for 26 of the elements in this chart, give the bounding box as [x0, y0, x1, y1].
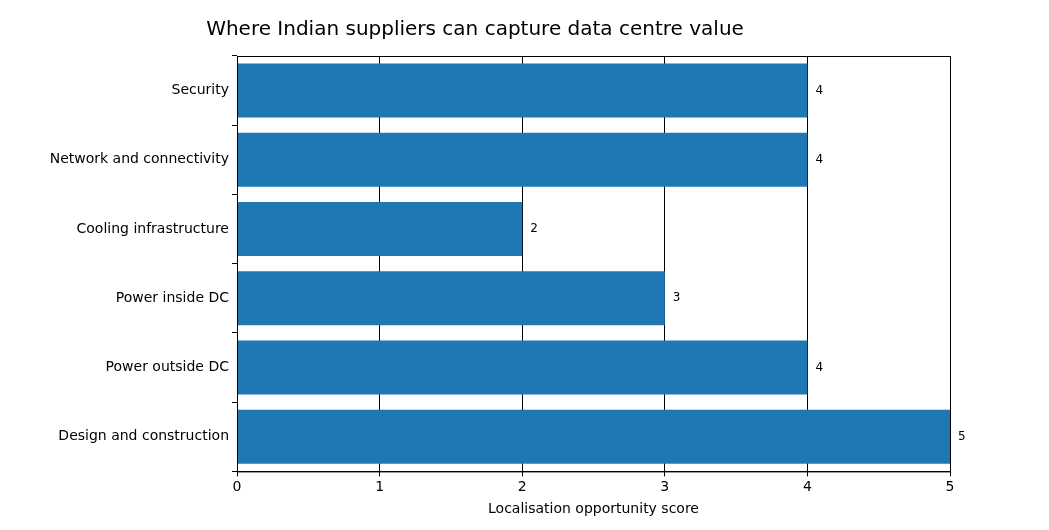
chart-title: Where Indian suppliers can capture data centre value — [206, 16, 744, 41]
bar — [237, 202, 523, 257]
data-label: 4 — [815, 82, 824, 97]
data-label: 4 — [815, 151, 824, 166]
x-tick-label: 5 — [945, 478, 955, 495]
data-label: 2 — [530, 221, 538, 236]
x-tick-label: 3 — [660, 478, 670, 495]
bar — [237, 340, 808, 395]
bar — [237, 132, 808, 187]
bar — [237, 409, 950, 464]
data-label: 5 — [958, 428, 966, 443]
y-tick-label: Design and construction — [58, 427, 229, 444]
x-tick-label: 2 — [517, 478, 527, 495]
x-tick-label: 4 — [802, 478, 812, 495]
data-label: 4 — [815, 359, 824, 374]
y-tick-label: Cooling infrastructure — [76, 219, 229, 236]
data-label: 3 — [672, 290, 681, 305]
y-tick-label: Power inside DC — [115, 288, 230, 305]
x-tick-label: 1 — [375, 478, 385, 495]
x-tick-label: 0 — [232, 478, 242, 495]
bar — [237, 63, 808, 118]
x-axis-title: Localisation opportunity score — [488, 500, 699, 517]
y-tick-label: Network and connectivity — [49, 150, 229, 167]
y-tick-label: Security — [171, 81, 229, 98]
y-tick-label: Power outside DC — [105, 358, 230, 375]
bar — [237, 271, 665, 326]
